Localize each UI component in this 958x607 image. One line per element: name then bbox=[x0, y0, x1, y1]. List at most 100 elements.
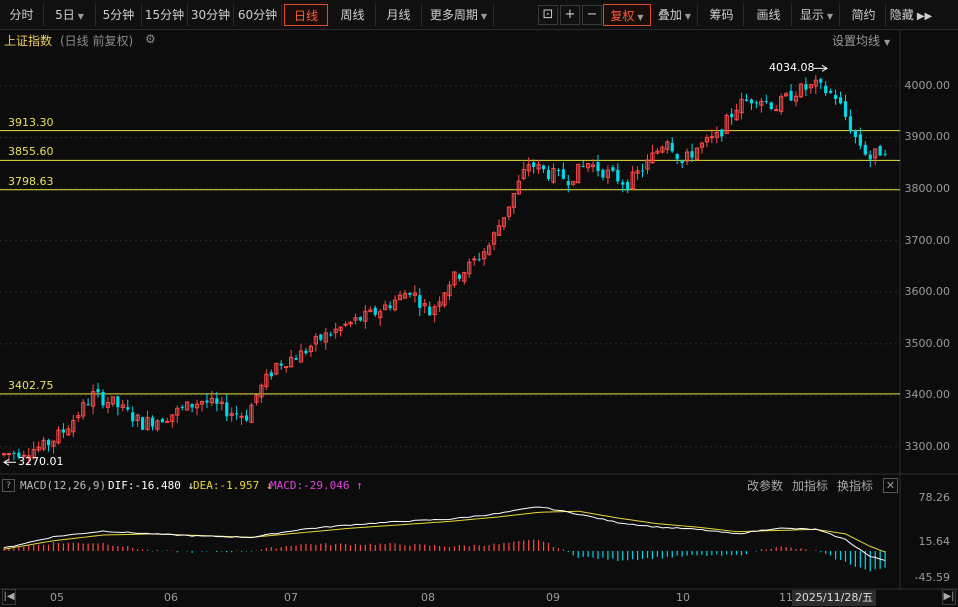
chart-titlebar: 上证指数 (日线 前复权) ⚙ 设置均线 ▼ bbox=[0, 30, 900, 50]
hide-label: 隐藏 bbox=[889, 8, 914, 22]
zoom-out-icon[interactable]: − bbox=[582, 5, 602, 25]
candle-body bbox=[229, 412, 234, 416]
chevron-down-icon: ▼ bbox=[637, 13, 644, 22]
x-tick-08: 08 bbox=[421, 591, 435, 604]
period-tab-daily[interactable]: 日线 bbox=[284, 4, 328, 26]
switch-indicator-button[interactable]: 换指标 bbox=[837, 479, 874, 493]
screenshot-icon[interactable]: ⊡ bbox=[538, 5, 558, 25]
overlay-dropdown[interactable]: 叠加 ▼ bbox=[652, 4, 698, 26]
candle-body bbox=[205, 400, 209, 403]
period-tab-5day[interactable]: 5日 ▼ bbox=[44, 4, 96, 26]
candle-body bbox=[511, 193, 516, 208]
candle-body bbox=[556, 170, 560, 172]
period-tab-15min[interactable]: 15分钟 bbox=[142, 4, 188, 26]
candle-body bbox=[769, 102, 773, 110]
gear-icon[interactable]: ⚙ bbox=[145, 32, 156, 46]
candle-body bbox=[521, 169, 526, 179]
candle-body bbox=[457, 274, 461, 279]
support-line-label: 3913.30 bbox=[8, 115, 54, 129]
period-tab-intraday[interactable]: 分时 bbox=[0, 4, 44, 26]
candle-body bbox=[408, 292, 412, 295]
adjust-dropdown[interactable]: 复权 ▼ bbox=[603, 4, 651, 26]
candle-body bbox=[804, 84, 808, 90]
period-tab-5min[interactable]: 5分钟 bbox=[96, 4, 142, 26]
candle-body bbox=[541, 165, 546, 170]
candle-body bbox=[388, 305, 392, 309]
more-periods-dropdown[interactable]: 更多周期 ▼ bbox=[424, 4, 494, 26]
candle-body bbox=[734, 109, 739, 121]
period-tab-weekly[interactable]: 周线 bbox=[330, 4, 376, 26]
candle-body bbox=[116, 396, 120, 408]
candle-body bbox=[764, 101, 768, 103]
candle-body bbox=[110, 396, 116, 405]
simple-mode-button[interactable]: 简约 bbox=[842, 4, 886, 26]
candle-body bbox=[284, 366, 289, 369]
period-tab-60min[interactable]: 60分钟 bbox=[234, 4, 282, 26]
help-icon[interactable]: ? bbox=[2, 479, 15, 492]
grid-lines bbox=[0, 85, 900, 448]
zoom-in-icon[interactable]: + bbox=[560, 5, 580, 25]
candle-body bbox=[329, 334, 333, 336]
candle-body bbox=[848, 116, 853, 132]
candle-body bbox=[749, 99, 754, 104]
candle-body bbox=[496, 225, 502, 236]
candle-body bbox=[843, 101, 848, 117]
display-label: 显示 bbox=[799, 8, 824, 22]
candles bbox=[1, 74, 887, 466]
period-tab-monthly[interactable]: 月线 bbox=[376, 4, 422, 26]
candle-body bbox=[91, 391, 96, 407]
x-tick-07: 07 bbox=[284, 591, 298, 604]
macd-value-label: MACD: bbox=[270, 479, 304, 492]
hide-button[interactable]: 隐藏 ▶▶ bbox=[888, 4, 934, 26]
scroll-right-icon[interactable]: ▶| bbox=[942, 589, 956, 605]
candle-body bbox=[235, 413, 239, 415]
price-axis-label: 3400.00 bbox=[904, 388, 951, 402]
macd-histogram bbox=[3, 539, 886, 572]
candle-body bbox=[501, 217, 507, 227]
double-chevron-right-icon: ▶▶ bbox=[916, 11, 933, 22]
candle-body bbox=[759, 100, 764, 106]
candle-body bbox=[566, 181, 570, 186]
candle-body bbox=[813, 79, 818, 87]
candle-body bbox=[41, 439, 46, 450]
change-params-button[interactable]: 改参数 bbox=[747, 479, 784, 493]
draw-line-button[interactable]: 画线 bbox=[746, 4, 792, 26]
candle-body bbox=[170, 414, 175, 423]
ma-settings-dropdown[interactable]: 设置均线 ▼ bbox=[832, 32, 890, 49]
overlay-label: 叠加 bbox=[657, 8, 682, 22]
scroll-left-icon[interactable]: |◀ bbox=[2, 589, 16, 605]
candle-body bbox=[319, 334, 323, 340]
candle-body bbox=[873, 148, 878, 159]
macd-header: ? MACD(12,26,9) DIF:-16.480 ↓ DEA:-1.957… bbox=[0, 476, 900, 496]
period-tab-30min[interactable]: 30分钟 bbox=[188, 4, 234, 26]
candle-body bbox=[194, 403, 200, 409]
candle-body bbox=[155, 420, 160, 430]
candle-body bbox=[304, 350, 308, 354]
candle-body bbox=[1, 453, 7, 456]
chips-button[interactable]: 筹码 bbox=[700, 4, 744, 26]
candle-body bbox=[274, 362, 279, 375]
candle-body bbox=[665, 141, 670, 150]
candle-body bbox=[126, 407, 130, 410]
candle-body bbox=[789, 90, 793, 101]
candle-body bbox=[402, 293, 408, 299]
candle-body bbox=[655, 150, 660, 154]
candle-body bbox=[621, 182, 625, 185]
candle-body bbox=[264, 373, 269, 388]
candle-body bbox=[86, 404, 90, 406]
close-icon[interactable]: ✕ bbox=[883, 478, 898, 493]
candle-body bbox=[709, 136, 714, 139]
candle-body bbox=[175, 407, 180, 416]
candle-body bbox=[670, 142, 674, 152]
display-dropdown[interactable]: 显示 ▼ bbox=[794, 4, 840, 26]
chevron-down-icon: ▼ bbox=[684, 12, 692, 21]
candle-body bbox=[215, 398, 219, 404]
macd-dea: DEA:-1.957 ↓ bbox=[193, 479, 273, 492]
candle-body bbox=[724, 115, 729, 134]
price-axis-label: 3600.00 bbox=[904, 285, 951, 299]
candle-body bbox=[150, 417, 155, 427]
candle-body bbox=[616, 169, 620, 182]
add-indicator-button[interactable]: 加指标 bbox=[792, 479, 829, 493]
candle-body bbox=[363, 310, 368, 322]
